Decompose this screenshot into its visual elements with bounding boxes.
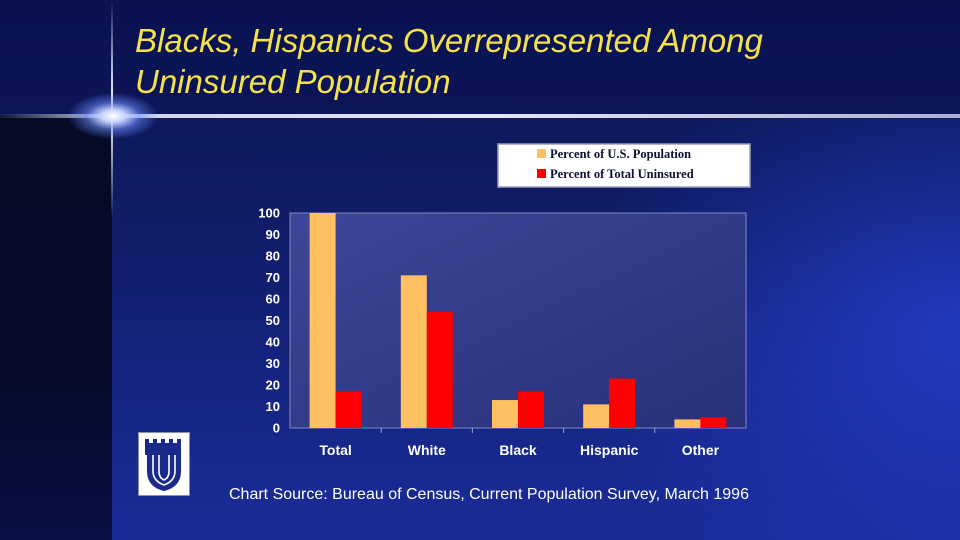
y-tick-label: 100 bbox=[258, 206, 280, 221]
x-tick-label: Black bbox=[499, 442, 537, 458]
y-tick-label: 0 bbox=[273, 421, 280, 436]
bar-other-series-2 bbox=[700, 417, 727, 428]
y-tick-label: 90 bbox=[266, 227, 280, 242]
x-tick-label: Hispanic bbox=[580, 442, 639, 458]
chart-svg: Percent of U.S. Population Percent of Tot… bbox=[258, 143, 751, 458]
bar-black-series-1 bbox=[492, 400, 518, 428]
x-tick-label: Other bbox=[682, 442, 720, 458]
slide-title-line-2: Uninsured Population bbox=[135, 63, 451, 100]
title-band bbox=[0, 0, 960, 115]
bar-hispanic-series-2 bbox=[609, 378, 636, 428]
y-tick-label: 40 bbox=[266, 335, 280, 350]
bar-white-series-2 bbox=[426, 311, 453, 428]
duke-chapel-logo-icon bbox=[138, 432, 190, 496]
lens-flare-icon bbox=[68, 93, 158, 139]
horizontal-accent-line bbox=[0, 114, 960, 118]
y-tick-label: 80 bbox=[266, 249, 280, 264]
y-tick-label: 10 bbox=[266, 399, 280, 414]
bar-chart: Percent of U.S. Population Percent of Tot… bbox=[230, 140, 770, 470]
bar-white-series-1 bbox=[400, 275, 427, 428]
x-tick-label: White bbox=[408, 442, 446, 458]
y-tick-label: 30 bbox=[266, 356, 280, 371]
y-tick-label: 50 bbox=[266, 313, 280, 328]
bar-total-series-2 bbox=[335, 391, 362, 428]
left-band bbox=[0, 115, 112, 540]
legend-swatch bbox=[537, 149, 546, 158]
y-tick-label: 70 bbox=[266, 270, 280, 285]
bar-total-series-1 bbox=[309, 213, 336, 428]
chart-legend: Percent of U.S. Population Percent of Tot… bbox=[497, 143, 751, 188]
bar-black-series-2 bbox=[518, 391, 544, 428]
slide-title-line-1: Blacks, Hispanics Overrepresented Among bbox=[135, 22, 763, 59]
x-tick-label: Total bbox=[319, 442, 351, 458]
y-tick-label: 20 bbox=[266, 378, 280, 393]
chart-source-note: Chart Source: Bureau of Census, Current … bbox=[229, 486, 749, 503]
slide-title: Blacks, Hispanics Overrepresented Among … bbox=[135, 20, 935, 102]
y-tick-label: 60 bbox=[266, 292, 280, 307]
legend-label: Percent of Total Uninsured bbox=[550, 167, 694, 181]
legend-label: Percent of U.S. Population bbox=[550, 147, 691, 161]
bar-hispanic-series-1 bbox=[583, 404, 610, 428]
bar-other-series-1 bbox=[674, 419, 701, 428]
legend-swatch bbox=[537, 169, 546, 178]
